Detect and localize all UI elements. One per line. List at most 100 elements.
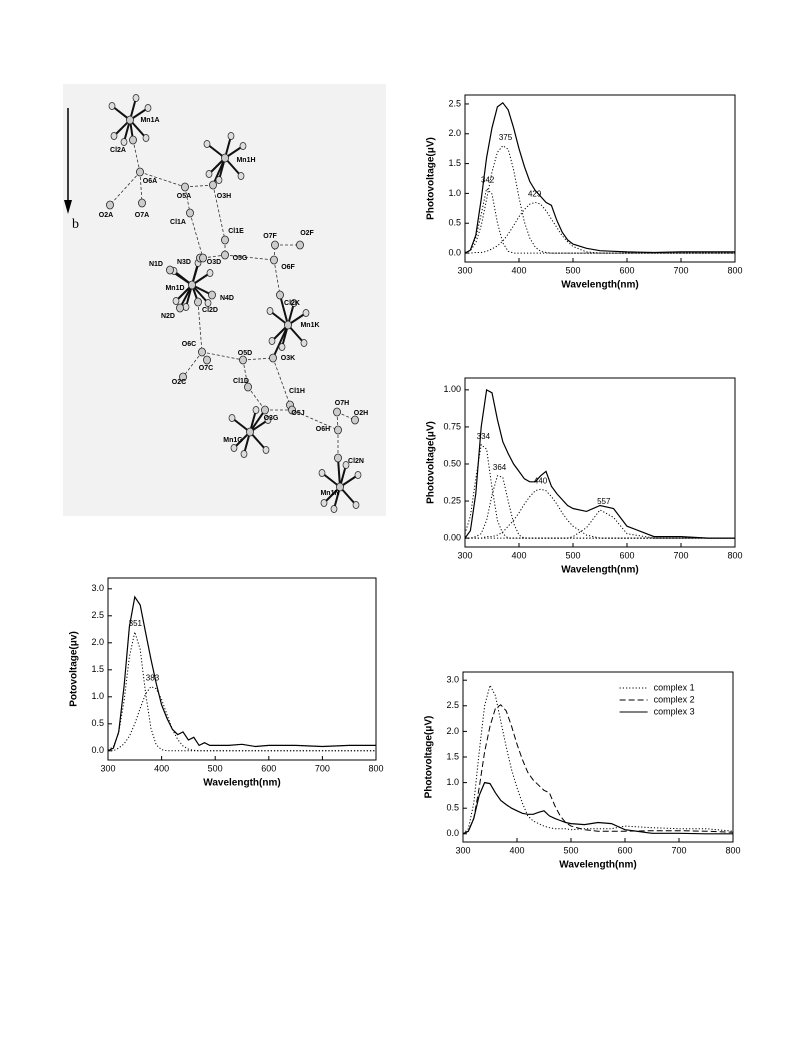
atom-end xyxy=(230,444,238,452)
atom-end xyxy=(203,140,211,148)
atom xyxy=(209,180,217,190)
peak-label: 383 xyxy=(146,674,160,683)
x-tick-label: 300 xyxy=(457,550,472,560)
y-tick-label: 0.75 xyxy=(443,421,461,431)
legend-label: complex 1 xyxy=(654,682,695,692)
bond xyxy=(132,139,141,173)
atom-end xyxy=(300,339,308,347)
atom-end xyxy=(132,94,140,102)
atom xyxy=(334,425,342,435)
bond xyxy=(249,409,266,433)
axis-label: b xyxy=(72,217,79,232)
atom-label: Cl1E xyxy=(228,228,244,235)
y-tick-label: 2.5 xyxy=(448,98,461,108)
x-tick-label: 400 xyxy=(511,265,526,275)
x-axis-label: Wavelength(nm) xyxy=(559,860,636,871)
series-line xyxy=(108,685,376,752)
atom xyxy=(208,290,216,300)
atom-label: O2A xyxy=(99,212,113,219)
y-axis-label: Photovoltage(μV) xyxy=(426,421,437,504)
series-line xyxy=(465,488,735,539)
x-tick-label: 800 xyxy=(368,763,383,773)
atom-label: N1D xyxy=(149,261,163,268)
series-line xyxy=(107,630,376,752)
atom-label: Cl2K xyxy=(284,300,300,307)
peak-label: 334 xyxy=(477,432,491,441)
y-axis-label: Photovoltage(μV) xyxy=(424,716,435,799)
atom-end xyxy=(108,102,116,110)
bond xyxy=(224,254,275,261)
series-line xyxy=(464,388,735,539)
x-axis-label: Wavelength(nm) xyxy=(561,280,638,291)
x-tick-label: 700 xyxy=(673,550,688,560)
bond xyxy=(182,351,203,378)
atom xyxy=(198,347,206,357)
atom xyxy=(269,353,277,363)
bond xyxy=(273,259,281,296)
plot-frame xyxy=(107,577,377,761)
atom-label: Mn1K xyxy=(300,322,319,329)
atom-label: Cl2D xyxy=(202,307,218,314)
atom-label: O2H xyxy=(354,410,368,417)
peak-label: 429 xyxy=(528,189,542,198)
atom-end xyxy=(215,176,223,184)
x-tick-label: 400 xyxy=(154,763,169,773)
y-tick-label: 1.0 xyxy=(446,777,459,787)
x-axis-label: Wavelength(nm) xyxy=(561,565,638,576)
atom-label: O5G xyxy=(233,255,248,262)
series-line xyxy=(462,781,733,835)
atom-label: O7F xyxy=(263,233,277,240)
bond xyxy=(291,409,339,431)
legend-label: complex 3 xyxy=(654,706,695,716)
atom xyxy=(221,235,229,245)
atom-end xyxy=(204,299,212,307)
atom xyxy=(138,198,146,208)
atom xyxy=(136,167,144,177)
bond xyxy=(242,359,249,388)
atom-label: N2D xyxy=(161,313,175,320)
y-tick-label: 0.5 xyxy=(446,803,459,813)
atom xyxy=(221,153,229,163)
atom-label: Mn1A xyxy=(140,117,159,124)
series-line xyxy=(464,101,735,254)
x-tick-label: 500 xyxy=(208,763,223,773)
atom-label: N3D xyxy=(177,259,191,266)
atom-label: O3G xyxy=(264,415,279,422)
y-tick-label: 1.0 xyxy=(91,691,104,701)
x-tick-label: 500 xyxy=(563,845,578,855)
bond xyxy=(272,357,291,406)
atom xyxy=(181,182,189,192)
y-tick-label: 0.50 xyxy=(443,458,461,468)
bond xyxy=(212,184,226,241)
atom-end xyxy=(252,406,260,414)
atom xyxy=(271,240,279,250)
x-tick-label: 700 xyxy=(673,265,688,275)
atom-label: N4D xyxy=(220,295,234,302)
peak-label: 557 xyxy=(597,497,611,506)
atom xyxy=(261,405,269,415)
atom-label: O6H xyxy=(316,426,330,433)
y-axis-label: Photovoltage(μV) xyxy=(426,137,437,220)
atom xyxy=(333,407,341,417)
peak-label: 351 xyxy=(129,619,143,628)
y-tick-label: 3.0 xyxy=(91,583,104,593)
atom xyxy=(244,382,252,392)
chart: 300 400 500 600 700 800 0.0 0.5 1.0 1.5 2.0 2.5 3.0 W… xyxy=(69,577,384,789)
bond xyxy=(337,457,341,488)
atom-label: O7C xyxy=(199,365,213,372)
atom xyxy=(296,240,304,250)
x-tick-label: 800 xyxy=(727,550,742,560)
peak-label: 440 xyxy=(534,476,548,485)
atom-label: O3D xyxy=(207,259,221,266)
bond xyxy=(189,212,204,259)
series-line xyxy=(464,443,735,539)
bond xyxy=(242,357,274,361)
series-line xyxy=(107,595,376,752)
plot-frame xyxy=(464,94,736,263)
atom-end xyxy=(342,461,350,469)
atom-end xyxy=(268,337,276,345)
series-line xyxy=(462,704,734,835)
atom-label: O7H xyxy=(335,400,349,407)
atom-label: O3K xyxy=(281,355,295,362)
atom-end xyxy=(144,104,152,112)
